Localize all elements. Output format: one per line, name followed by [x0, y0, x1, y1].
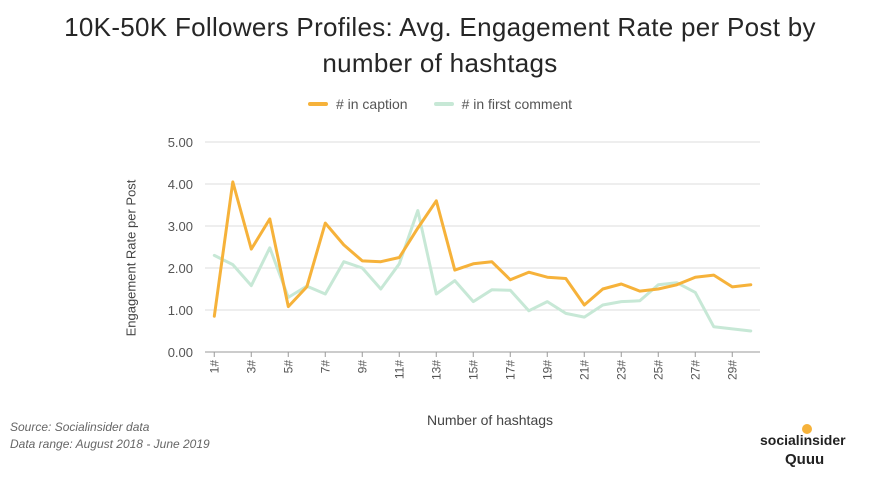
x-tick-label: 21# [577, 360, 591, 380]
x-tick-label: 5# [281, 360, 295, 374]
x-tick-label: 23# [614, 360, 628, 380]
y-axis-title: Engagement Rate per Post [123, 179, 139, 337]
x-tick-label: 11# [392, 360, 406, 379]
y-tick-labels: 0.00 1.00 2.00 3.00 4.00 5.00 [168, 135, 193, 360]
x-tick-labels: 1# 3# 5# 7# 9# 11# 13# 15# 17# 19# 21# 23# 25# 27# 29# [207, 360, 739, 380]
y-tick-label: 1.00 [168, 303, 193, 318]
legend-item-caption: # in caption [307, 96, 408, 112]
date-range-note: Data range: August 2018 - June 2019 [10, 437, 210, 451]
grid-layer [205, 141, 760, 357]
quuu-logo: Quuu [785, 451, 825, 468]
chart-legend: # in caption # in first comment [0, 96, 880, 112]
source-note: Source: Socialinsider data [10, 420, 150, 434]
chart-title-line-2: number of hashtags [322, 48, 558, 78]
chart-title-line-1: 10K-50K Followers Profiles: Avg. Engagem… [64, 12, 816, 42]
x-tick-label: 3# [244, 360, 258, 374]
series-layer [212, 180, 753, 333]
x-axis-title: Number of hashtags [426, 412, 554, 428]
y-tick-label: 0.00 [168, 345, 193, 360]
x-tick-label: 19# [540, 360, 554, 380]
x-tick-label: 15# [466, 360, 480, 380]
y-tick-label: 4.00 [168, 177, 193, 192]
socialinsider-logo: socialinsider [760, 432, 846, 448]
x-tick-label: 1# [207, 360, 221, 374]
x-tick-label: 25# [651, 360, 665, 380]
x-tick-label: 27# [688, 360, 702, 380]
y-tick-label: 2.00 [168, 261, 193, 276]
x-tick-label: 29# [725, 360, 739, 380]
x-tick-label: 17# [503, 360, 517, 380]
series-line-first-comment [212, 209, 753, 333]
legend-swatch-first-comment [433, 102, 454, 106]
x-tick-label: 7# [318, 360, 332, 374]
legend-label-first-comment: # in first comment [461, 96, 573, 112]
legend-label-caption: # in caption [335, 96, 408, 112]
legend-swatch-caption [307, 102, 328, 106]
socialinsider-logo-icon [802, 424, 812, 434]
x-tick-label: 13# [429, 360, 443, 380]
y-tick-label: 5.00 [168, 135, 193, 150]
series-line-caption [212, 180, 753, 318]
y-tick-label: 3.00 [168, 219, 193, 234]
legend-item-first-comment: # in first comment [433, 96, 573, 112]
x-tick-label: 9# [355, 360, 369, 374]
